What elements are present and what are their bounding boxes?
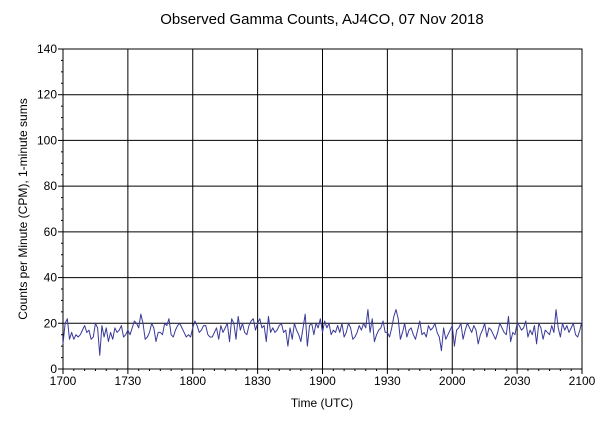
x-tick-label: 1730 [115, 374, 142, 388]
chart-title: Observed Gamma Counts, AJ4CO, 07 Nov 201… [160, 11, 484, 28]
x-tick-label: 2030 [504, 374, 531, 388]
y-tick-label: 20 [44, 316, 58, 330]
y-tick-label: 80 [44, 179, 58, 193]
y-tick-label: 100 [37, 133, 57, 147]
x-tick-label: 2100 [569, 374, 596, 388]
y-tick-label: 120 [37, 88, 57, 102]
x-axis-tick-labels: 1700 1730 1800 1830 1900 1930 2000 2030 2100 [50, 374, 596, 388]
y-tick-label: 140 [37, 42, 57, 56]
x-tick-label: 1900 [309, 374, 336, 388]
y-tick-label: 60 [44, 225, 58, 239]
y-tick-label: 40 [44, 271, 58, 285]
x-axis-label: Time (UTC) [291, 396, 353, 410]
x-tick-label: 1930 [374, 374, 401, 388]
x-tick-label: 1700 [50, 374, 77, 388]
x-tick-label: 2000 [439, 374, 466, 388]
y-axis-label: Counts per Minute (CPM), 1-minute sums [16, 98, 30, 319]
x-tick-label: 1830 [244, 374, 271, 388]
x-tick-label: 1800 [179, 374, 206, 388]
